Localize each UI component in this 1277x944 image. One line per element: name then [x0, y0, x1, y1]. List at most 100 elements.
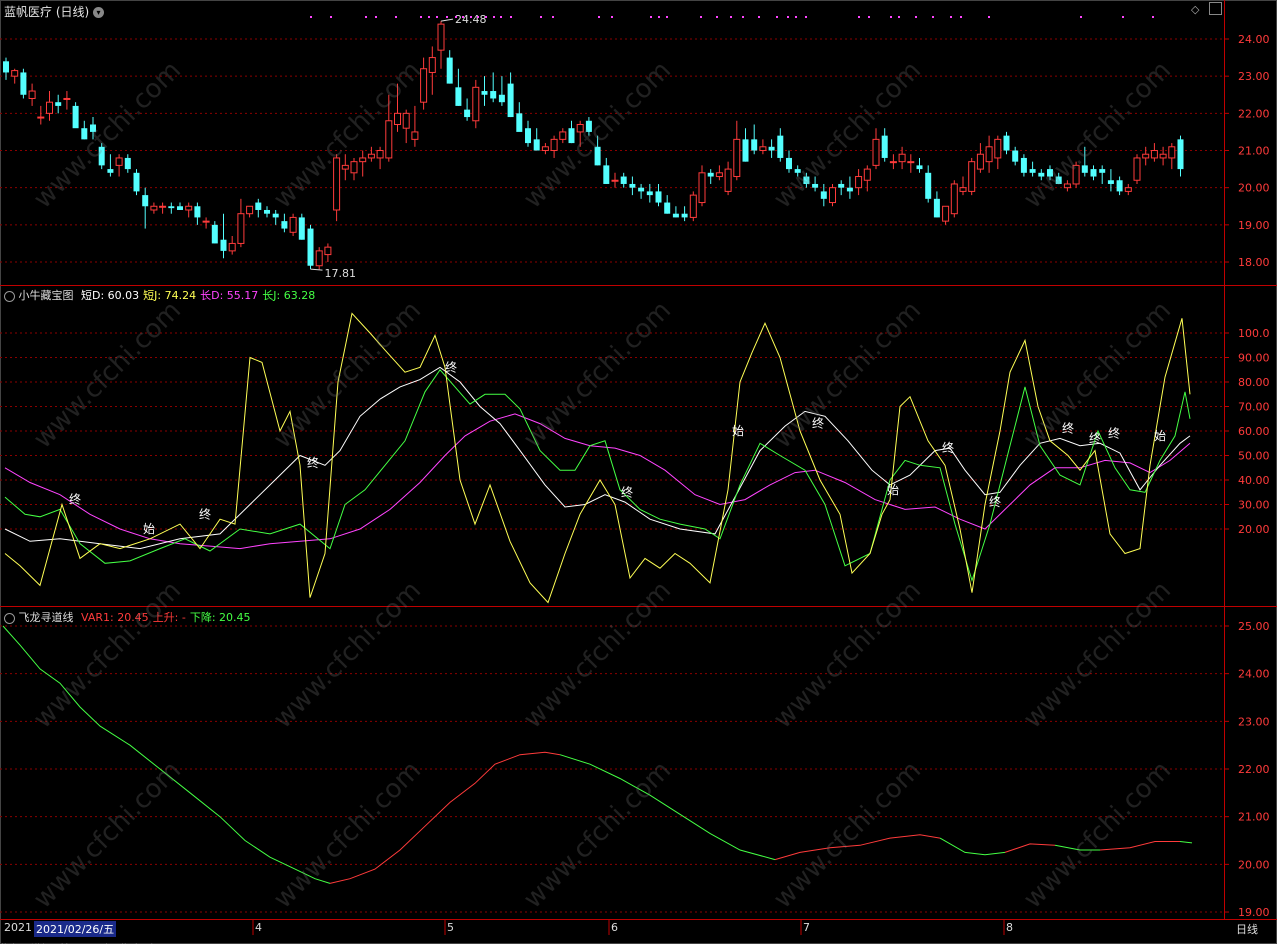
- candle-body-down: [142, 195, 149, 207]
- candle-body-up: [367, 153, 375, 159]
- month-label-5: 5: [447, 921, 454, 934]
- indicator1-circle-icon[interactable]: [4, 290, 15, 302]
- dragon-line-falling: [939, 837, 1006, 856]
- candle-body-up: [428, 57, 436, 73]
- dragon-line-rising: [329, 751, 561, 884]
- dropdown-icon[interactable]: ▾: [93, 7, 105, 18]
- candle-body-down: [820, 191, 827, 199]
- candle-body-up: [394, 112, 401, 125]
- signal-dot: [552, 16, 554, 18]
- signal-dot: [375, 16, 377, 18]
- candle-body-up: [1159, 153, 1167, 159]
- candle-body-up: [385, 120, 393, 159]
- short-d-line: [4, 366, 1191, 550]
- indicator2-values: VAR1: 20.45 上升: - 下降: 20.45: [77, 611, 251, 624]
- month-label-6: 6: [611, 921, 618, 934]
- candle-body-down: [220, 239, 227, 251]
- ind2-tick-label: 21.00: [1238, 811, 1270, 824]
- indicator1-header: 小牛藏宝图 短D: 60.03 短J: 74.24 长D: 55.17 长J: 63.…: [4, 287, 315, 303]
- candle-body-down: [742, 139, 749, 162]
- stock-name: 蓝帆医疗: [4, 5, 53, 19]
- signal-dot: [462, 16, 464, 18]
- indicator2-item-0: VAR1: 20.45: [81, 611, 149, 624]
- candle-body-down: [516, 113, 523, 132]
- candle-body-down: [629, 183, 636, 188]
- candle-body-up: [689, 194, 697, 218]
- signal-dot: [898, 16, 900, 18]
- signal-dot: [540, 16, 542, 18]
- candle-body-down: [3, 61, 9, 73]
- signal-dot: [890, 16, 892, 18]
- indicator1-name[interactable]: 小牛藏宝图: [18, 289, 74, 302]
- stock-title-bar: 蓝帆医疗 (日线) ▾: [4, 3, 105, 20]
- candle-body-down: [846, 187, 853, 192]
- candle-body-down: [168, 206, 175, 209]
- indicator2-circle-icon[interactable]: [4, 612, 15, 624]
- candle-body-up: [411, 131, 419, 140]
- candle-body-down: [55, 102, 62, 106]
- dragon-line-falling: [1054, 844, 1100, 851]
- candle-body-down: [568, 128, 575, 144]
- ind1-tick-label: 20.00: [1238, 523, 1270, 536]
- candle-body-up: [1168, 146, 1176, 159]
- signal-mark: 终: [989, 494, 1001, 509]
- candle-body-up: [46, 101, 53, 114]
- candle-body-down: [481, 91, 488, 95]
- candle-body-up: [202, 220, 210, 223]
- candle-body-up: [872, 138, 880, 166]
- candle-body-up: [759, 146, 767, 152]
- main-tick-label: 23.00: [1238, 70, 1270, 83]
- candle-body-up: [376, 150, 384, 159]
- signal-dot: [858, 16, 860, 18]
- candle-body-down: [777, 135, 784, 158]
- candle-body-down: [751, 139, 758, 151]
- signal-dot: [795, 16, 797, 18]
- candle-body-down: [194, 206, 201, 218]
- signal-dot: [493, 16, 495, 18]
- signal-mark: 始: [1154, 429, 1166, 443]
- candle-body-down: [1038, 172, 1045, 177]
- period-button[interactable]: 日线: [1236, 923, 1258, 936]
- candle-body-up: [611, 179, 619, 182]
- signal-dot: [611, 16, 613, 18]
- candle-body-up: [1072, 164, 1080, 185]
- candle-body-down: [90, 124, 96, 132]
- candle-body-down: [681, 213, 688, 218]
- ind2-tick-label: 24.00: [1238, 668, 1270, 681]
- candle-body-down: [803, 176, 810, 184]
- candle-body-down: [533, 139, 540, 151]
- diamond-icon[interactable]: ◇: [1191, 3, 1200, 16]
- indicator2-item-1: 上升: -: [152, 611, 186, 624]
- candle-body-down: [812, 183, 819, 188]
- candle-body-up: [559, 131, 567, 140]
- indicator1-item-0: 短D: 60.03: [81, 289, 140, 302]
- candle-body-up: [289, 216, 297, 233]
- period-label: (日线): [55, 5, 90, 19]
- signal-dot: [428, 16, 430, 18]
- main-tick-label: 22.00: [1238, 107, 1270, 120]
- month-label-7: 7: [803, 921, 810, 934]
- candle-body-down: [1012, 150, 1019, 162]
- candle-body-down: [307, 228, 314, 266]
- candle-body-down: [707, 172, 714, 177]
- signal-dot: [598, 16, 600, 18]
- ind2-tick-label: 22.00: [1238, 763, 1270, 776]
- signal-mark: 始: [143, 522, 155, 536]
- candle-body-down: [177, 206, 183, 210]
- indicator2-name[interactable]: 飞龙寻道线: [18, 611, 74, 624]
- candle-body-up: [228, 242, 236, 252]
- candle-body-up: [698, 172, 706, 204]
- signal-dot: [395, 16, 397, 18]
- window-toggle-icon[interactable]: [1209, 2, 1222, 15]
- signal-dot: [500, 16, 502, 18]
- candle-body-up: [159, 205, 167, 208]
- candle-body-up: [185, 205, 193, 211]
- candle-body-down: [620, 176, 627, 184]
- signal-dot: [658, 16, 660, 18]
- candle-body-up: [994, 138, 1002, 159]
- ind1-tick-label: 90.00: [1238, 352, 1270, 365]
- candle-body-down: [272, 213, 279, 218]
- candle-body-down: [264, 209, 270, 214]
- candle-body-down: [603, 165, 610, 184]
